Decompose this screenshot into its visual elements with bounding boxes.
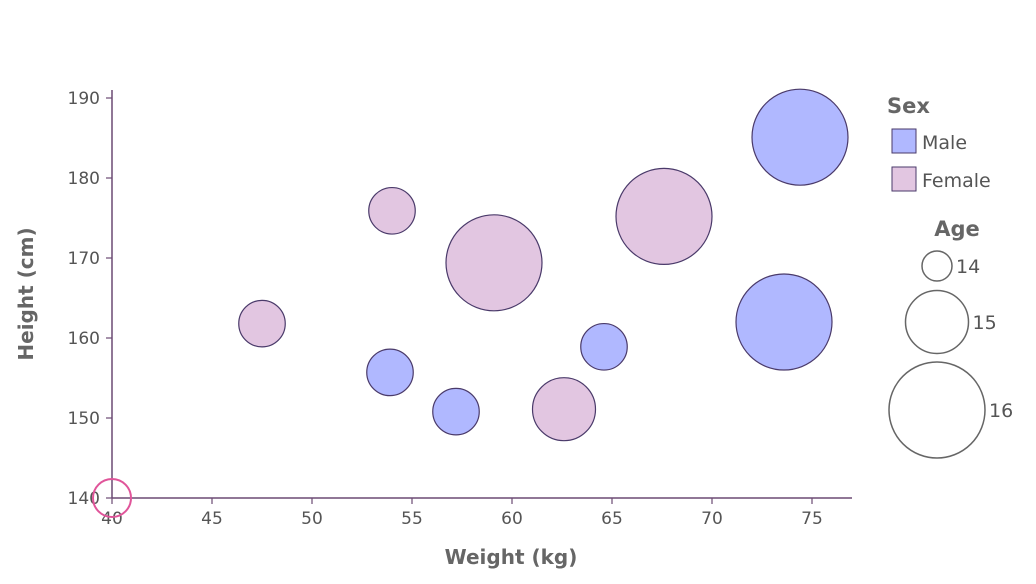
legend-label-male: Male bbox=[922, 132, 967, 154]
legend-swatch-male bbox=[891, 128, 917, 154]
y-tick-label: 160 bbox=[68, 329, 100, 349]
bubble-female bbox=[615, 167, 713, 265]
x-tick-label: 45 bbox=[201, 509, 223, 529]
bubble-female bbox=[368, 186, 416, 235]
focus-ring bbox=[92, 478, 132, 518]
legend-size-circle bbox=[904, 289, 970, 355]
bubble-female bbox=[531, 377, 597, 442]
x-axis-title: Weight (kg) bbox=[445, 545, 578, 569]
bubble-male bbox=[432, 387, 480, 436]
x-tick-label: 65 bbox=[601, 509, 623, 529]
legend-size-label: 15 bbox=[973, 312, 997, 334]
legend-swatch-female bbox=[891, 166, 917, 192]
bubble-male bbox=[580, 322, 628, 371]
legend-sex-title: Sex bbox=[887, 94, 930, 118]
y-tick-label: 140 bbox=[68, 489, 100, 509]
x-tick-label: 60 bbox=[501, 509, 523, 529]
y-tick-label: 190 bbox=[68, 89, 100, 109]
legend-age-title: Age bbox=[934, 217, 980, 241]
legend-label-female: Female bbox=[922, 170, 991, 192]
x-tick-label: 40 bbox=[101, 509, 123, 529]
x-tick-label: 70 bbox=[701, 509, 723, 529]
y-axis-title: Height (cm) bbox=[14, 227, 38, 360]
y-tick-label: 150 bbox=[68, 409, 100, 429]
legend-size-label: 14 bbox=[956, 256, 980, 278]
bubble-male bbox=[751, 88, 849, 186]
x-tick-label: 55 bbox=[401, 509, 423, 529]
y-tick-label: 170 bbox=[68, 249, 100, 269]
axes: 40 45 50 55 60 65 70 75 140 150 160 170 180 190 bbox=[68, 89, 852, 529]
legend-size-label: 16 bbox=[989, 400, 1013, 422]
x-tick-label: 75 bbox=[801, 509, 823, 529]
bubble-female bbox=[238, 299, 286, 348]
x-tick-label: 50 bbox=[301, 509, 323, 529]
legend: Sex Age Male Female 14 15 16 bbox=[887, 94, 1013, 459]
bubble-female bbox=[445, 214, 543, 312]
bubbles bbox=[238, 88, 849, 442]
y-tick-label: 180 bbox=[68, 169, 100, 189]
bubble-male bbox=[366, 348, 414, 397]
bubble-male bbox=[735, 273, 833, 371]
legend-size-circle bbox=[888, 361, 986, 459]
legend-size-circle bbox=[921, 250, 953, 282]
